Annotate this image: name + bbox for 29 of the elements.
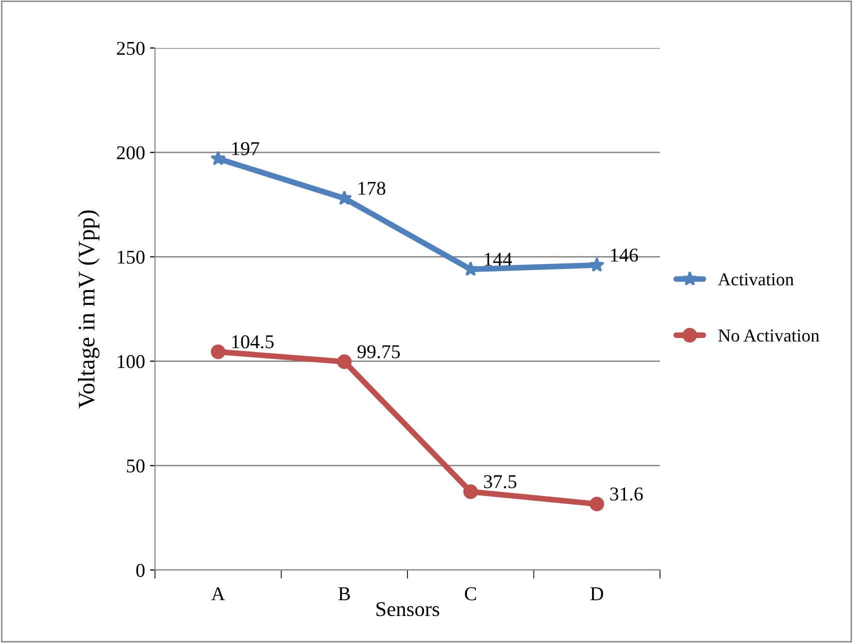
y-tick-label: 200 — [116, 146, 145, 160]
x-tick-label: A — [211, 587, 226, 600]
data-label: 178 — [358, 182, 386, 195]
x-tick-label: D — [590, 587, 604, 600]
y-tick-label: 50 — [126, 459, 145, 473]
data-label: 197 — [232, 142, 260, 156]
y-tick-label: 0 — [136, 564, 145, 577]
data-label: 99.75 — [358, 345, 400, 358]
legend-label: No Activation — [718, 330, 820, 342]
x-axis-title: Sensors — [376, 602, 440, 616]
data-label: 144 — [484, 252, 512, 266]
point — [589, 257, 605, 272]
y-axis-title: Voltage in mV (Vpp) — [78, 210, 100, 408]
x-tick-label: C — [464, 587, 476, 600]
point — [590, 496, 604, 512]
point — [210, 344, 226, 360]
data-label: 104.5 — [232, 335, 274, 348]
data-label: 37.5 — [484, 475, 516, 488]
y-tick-label: 250 — [116, 42, 145, 55]
point — [337, 354, 352, 370]
y-tick-label: 150 — [118, 250, 145, 264]
point — [462, 261, 478, 276]
legend-label: Activation — [718, 273, 794, 286]
point — [210, 150, 226, 166]
data-label: 146 — [611, 248, 638, 262]
data-label: 31.6 — [610, 487, 643, 501]
y-tick-label: 100 — [118, 355, 145, 368]
point — [463, 484, 478, 499]
x-tick-label: B — [338, 587, 350, 600]
